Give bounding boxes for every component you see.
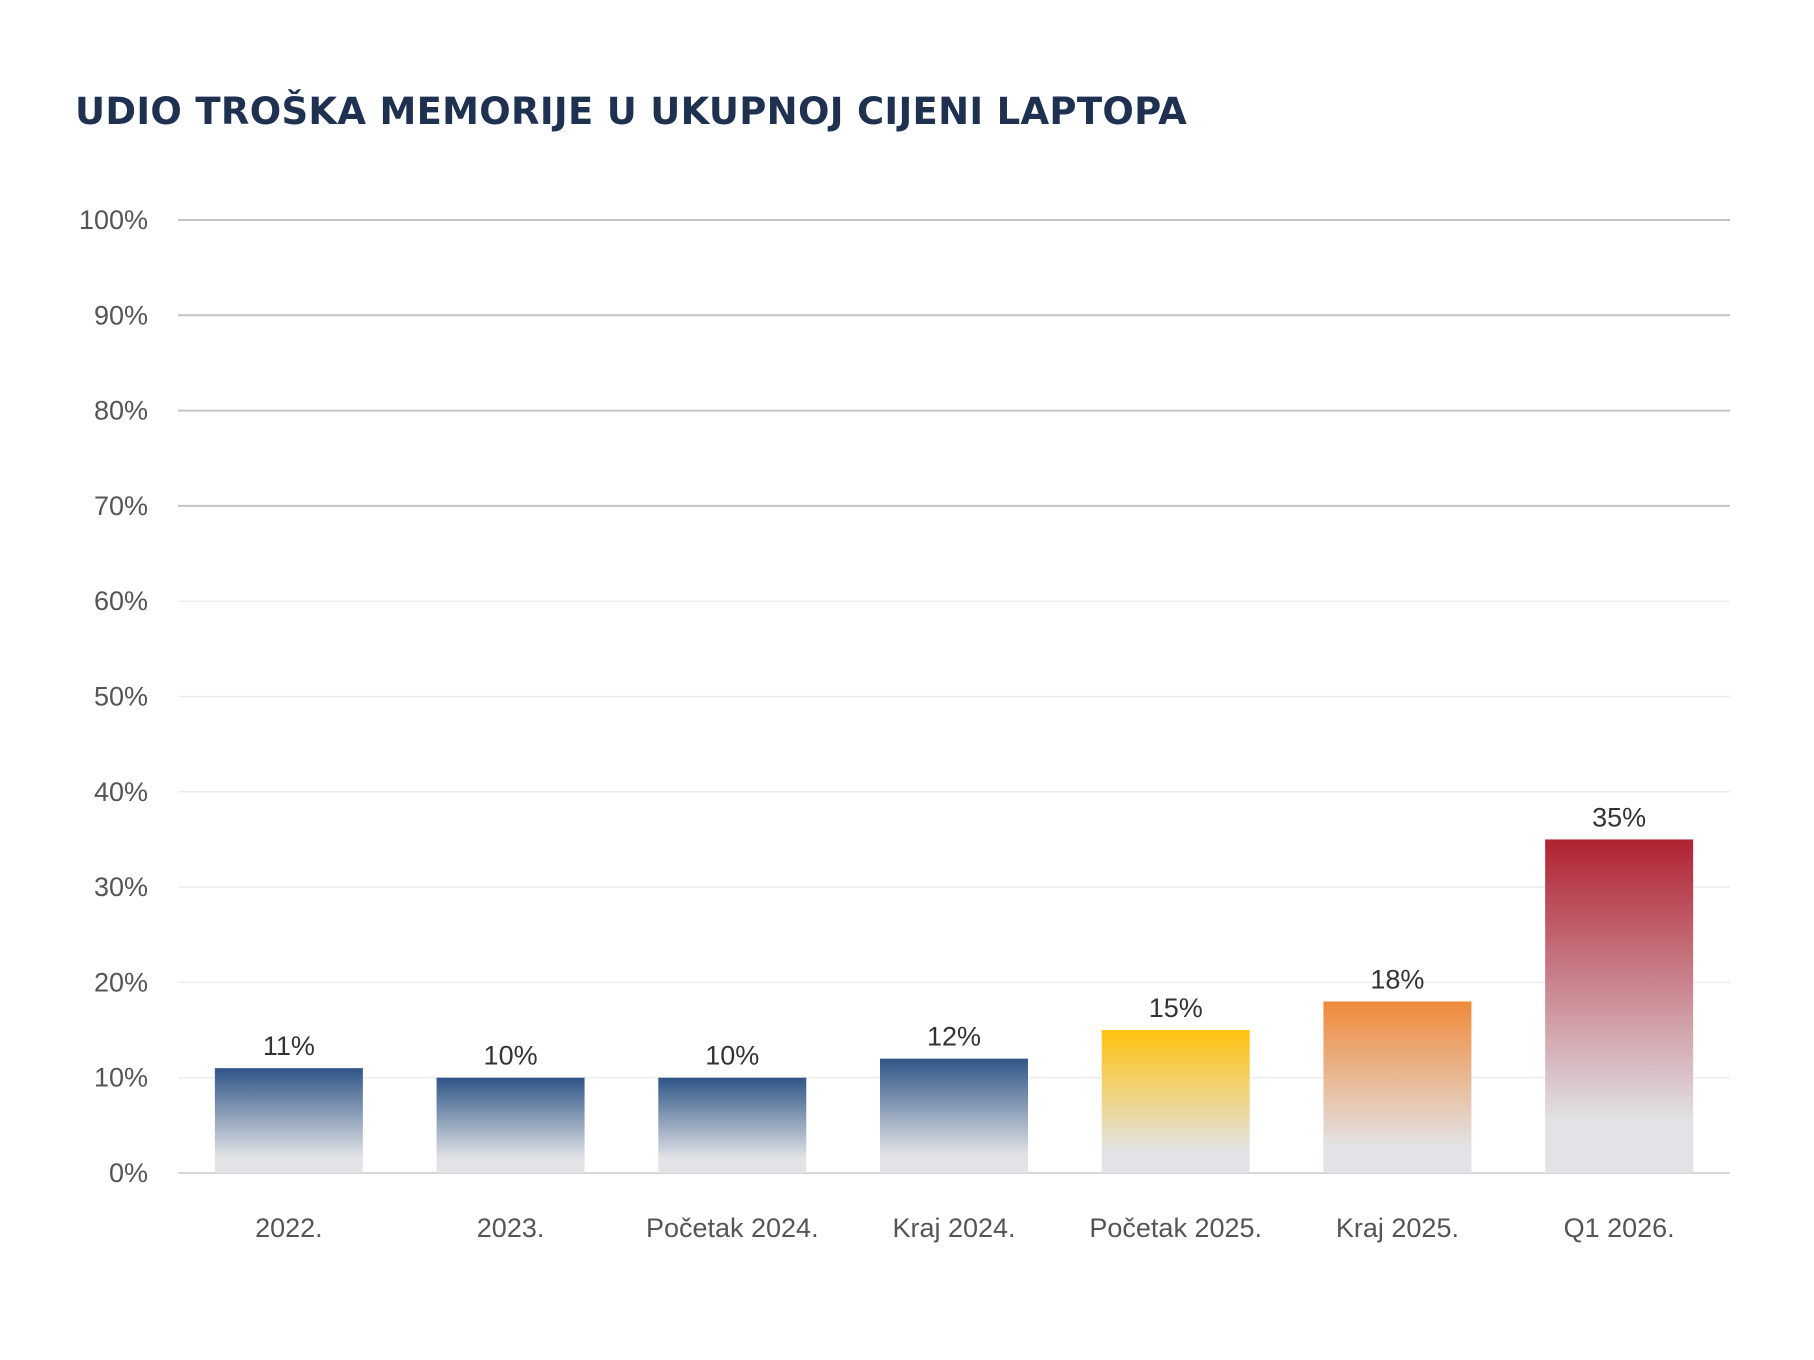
value-label: 35% [1592, 802, 1646, 832]
x-tick-label: Početak 2024. [646, 1213, 819, 1243]
bar [1545, 839, 1694, 1173]
y-tick-label: 10% [94, 1063, 148, 1093]
y-tick-label: 100% [79, 205, 148, 235]
x-axis-labels: 2022. 2023. Početak 2024. Kraj 2024. Početak… [255, 1213, 1675, 1243]
x-tick-label: 2022. [255, 1213, 323, 1243]
chart-title: UDIO TROŠKA MEMORIJE U UKUPNOJ CIJENI LA… [75, 90, 1188, 133]
value-label: 11% [263, 1031, 315, 1061]
x-tick-label: Kraj 2025. [1336, 1213, 1459, 1243]
bar [1323, 1001, 1472, 1173]
x-tick-label: Q1 2026. [1564, 1213, 1675, 1243]
y-tick-label: 20% [94, 967, 148, 997]
bar [1101, 1030, 1250, 1173]
x-tick-label: Kraj 2024. [892, 1213, 1015, 1243]
bar [658, 1077, 807, 1173]
bar [214, 1068, 363, 1173]
y-axis-ticks: 0% 10% 20% 30% 40% 50% 60% 70% 80% 90% 100% [79, 205, 148, 1188]
value-label: 18% [1370, 964, 1424, 994]
y-tick-label: 90% [94, 300, 148, 330]
y-tick-label: 80% [94, 396, 148, 426]
bar [880, 1058, 1028, 1173]
y-tick-label: 50% [94, 682, 148, 712]
value-label: 10% [705, 1041, 759, 1071]
x-tick-label: 2023. [477, 1213, 545, 1243]
y-tick-label: 70% [94, 491, 148, 521]
value-label: 12% [927, 1022, 981, 1052]
x-tick-label: Početak 2025. [1089, 1213, 1262, 1243]
y-tick-label: 40% [94, 777, 148, 807]
value-label: 15% [1149, 993, 1203, 1023]
bars [214, 839, 1694, 1173]
y-tick-label: 30% [94, 872, 148, 902]
value-label: 10% [484, 1041, 538, 1071]
y-tick-label: 0% [109, 1158, 148, 1188]
value-labels: 11% 10% 10% 12% 15% 18% 35% [263, 802, 1646, 1070]
bar [436, 1077, 585, 1173]
y-tick-label: 60% [94, 586, 148, 616]
